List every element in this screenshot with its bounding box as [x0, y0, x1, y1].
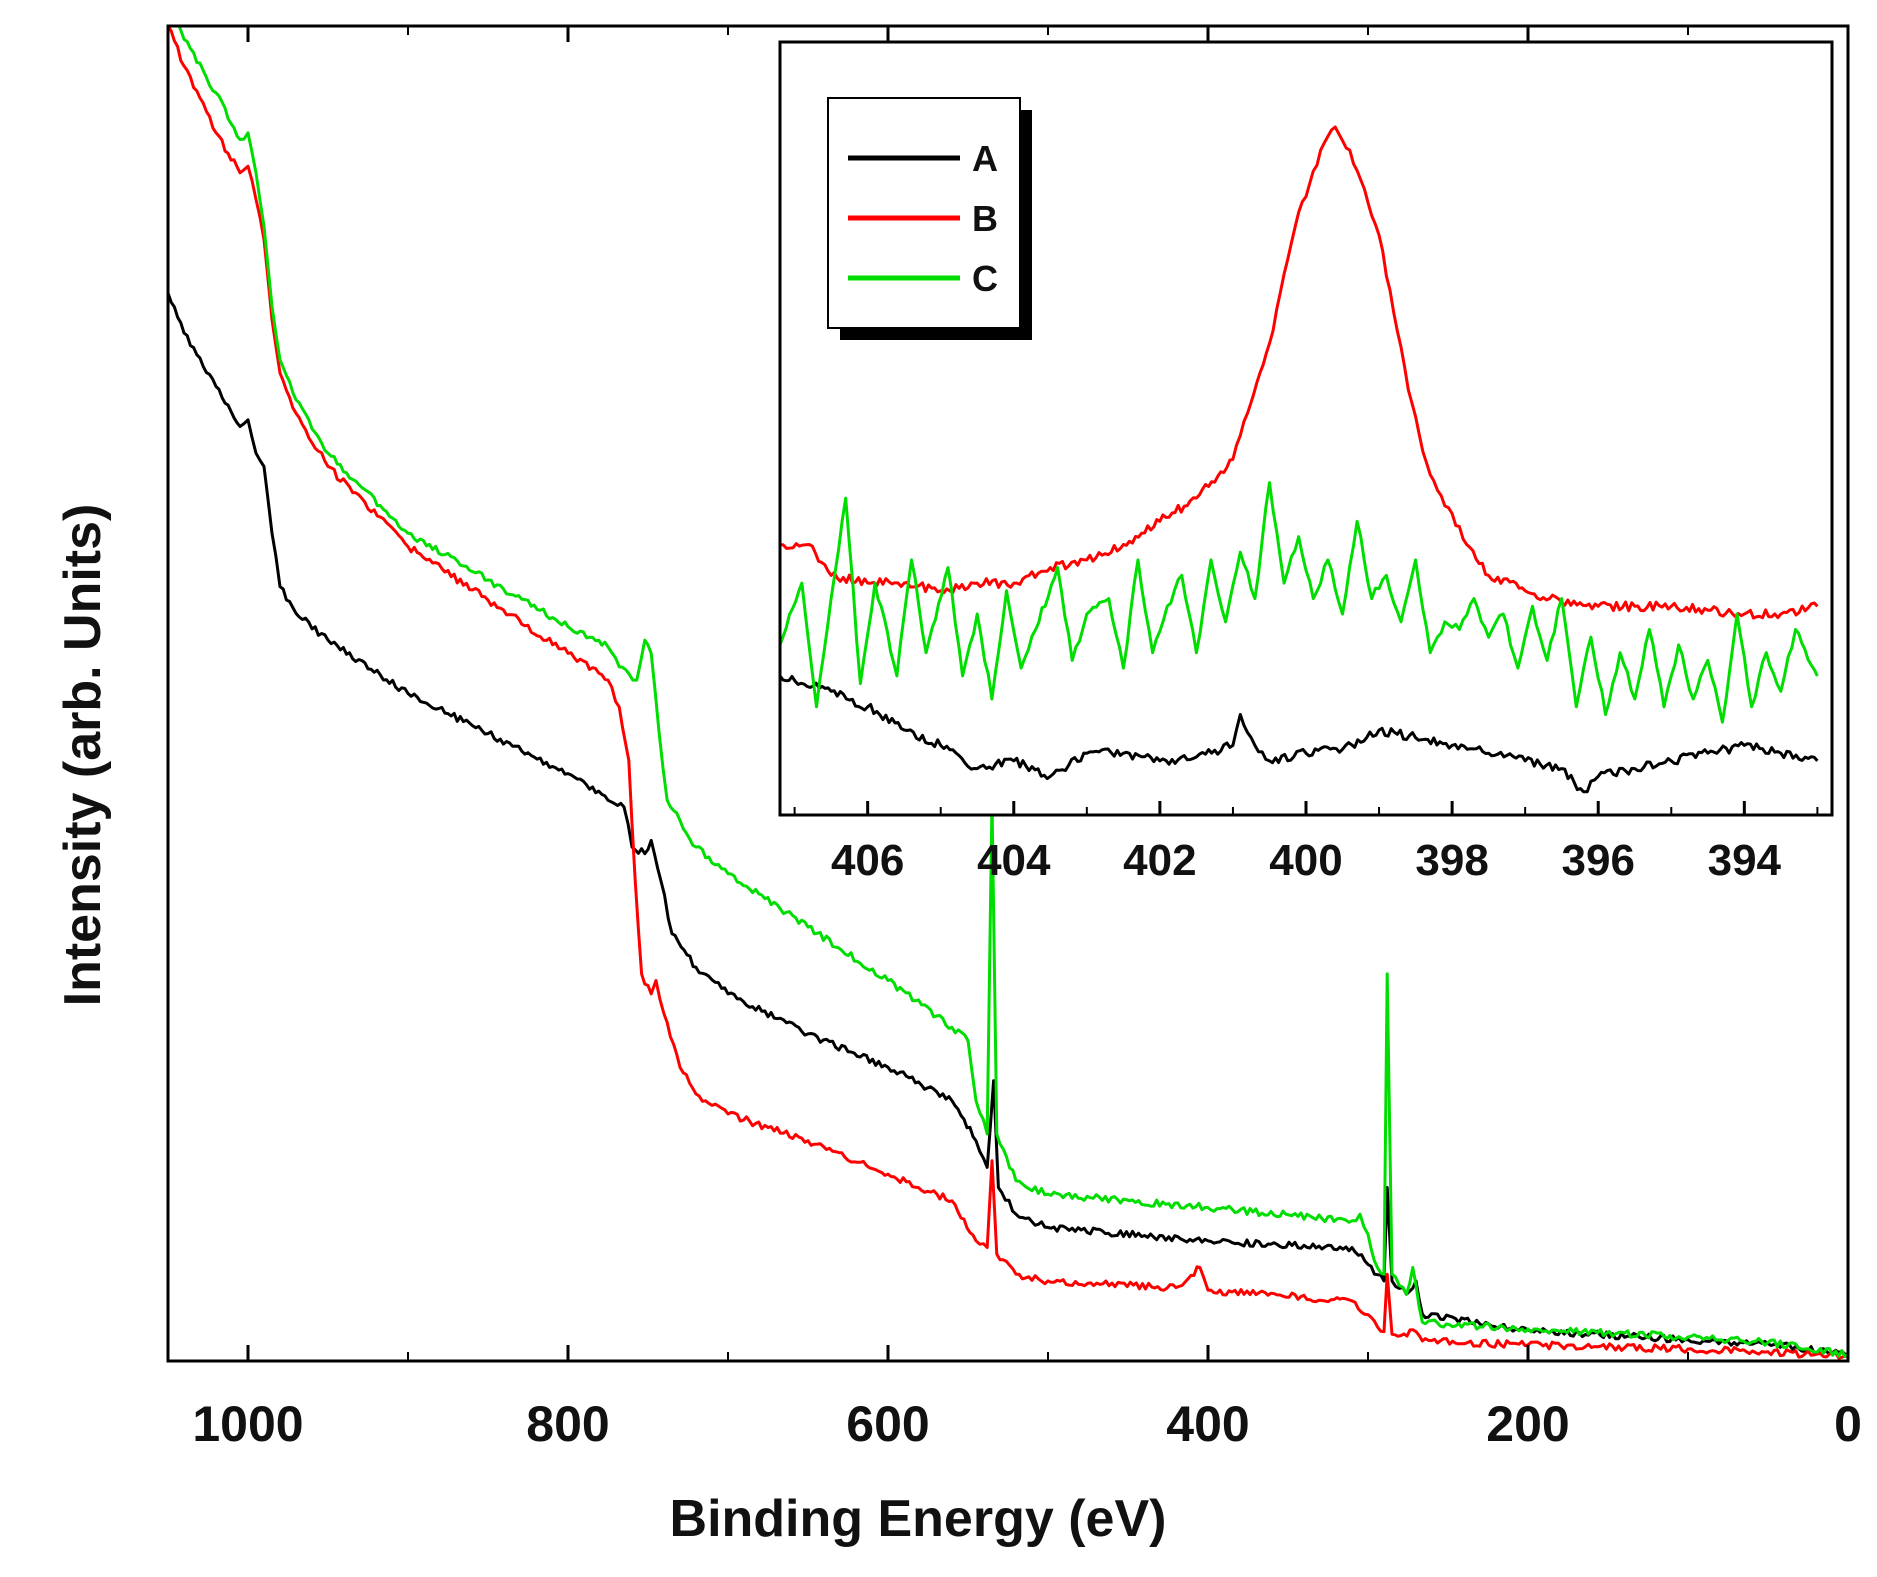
x-tick-label: 398 [1415, 836, 1488, 885]
x-tick-label: 0 [1834, 1396, 1862, 1452]
x-tick-label: 404 [977, 836, 1051, 885]
series-b-line [168, 26, 1848, 1360]
x-tick-label: 396 [1562, 836, 1635, 885]
main-plot-frame [166, 24, 1850, 1363]
x-tick-label: 402 [1123, 836, 1196, 885]
x-tick-label: 600 [846, 1396, 929, 1452]
legend-label-c: C [972, 258, 998, 299]
series-a-line [780, 675, 1819, 794]
series-c-line [177, 26, 1848, 1358]
x-tick-label: 1000 [192, 1396, 303, 1452]
x-axis-title: Binding Energy (eV) [670, 1490, 1167, 1548]
y-axis-title: Intensity (arb. Units) [54, 504, 112, 1007]
legend-label-b: B [972, 198, 998, 239]
legend-box [827, 97, 1021, 329]
main-plot: 1000 800 600 400 200 0 Binding Energy (eV) In… [54, 24, 1862, 1548]
inset-plot: 406 404 402 400 398 396 394 ABC [778, 40, 1834, 885]
legend: ABC [827, 97, 1032, 340]
x-tick-label: 200 [1486, 1396, 1569, 1452]
legend-label-a: A [972, 138, 998, 179]
x-tick-label: 394 [1708, 836, 1782, 885]
series-a-line [168, 292, 1848, 1356]
series-c-line [780, 481, 1819, 724]
x-tick-label: 400 [1166, 1396, 1249, 1452]
x-tick-label: 406 [831, 836, 904, 885]
x-tick-label: 800 [526, 1396, 609, 1452]
x-tick-label: 400 [1269, 836, 1342, 885]
series-b-line [780, 125, 1819, 620]
